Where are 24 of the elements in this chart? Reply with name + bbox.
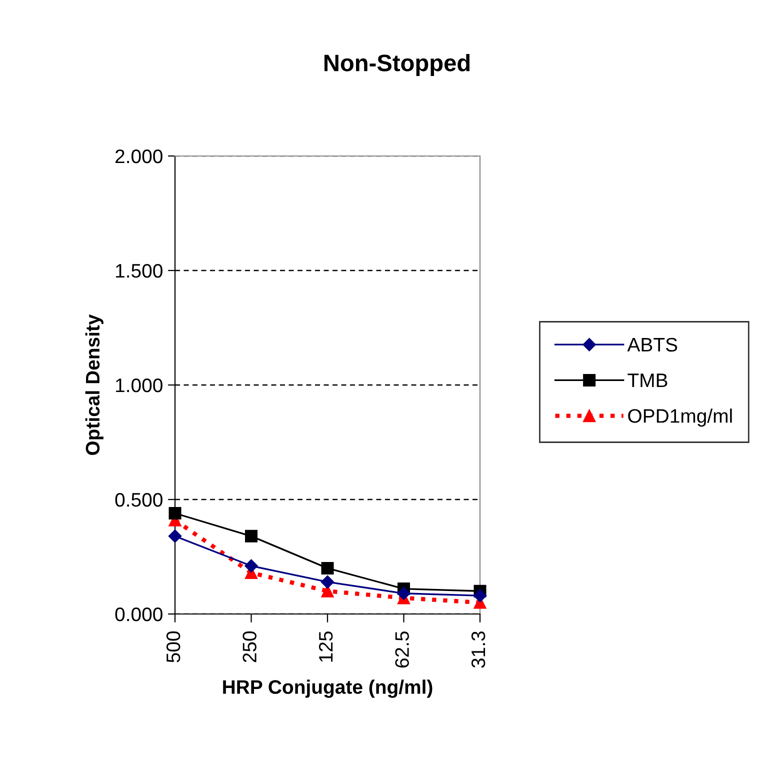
x-tick-label: 125: [318, 631, 333, 662]
x-tick-label: 500: [166, 631, 180, 662]
point: [168, 506, 182, 520]
point: [321, 562, 334, 574]
y-tick-label: 2.000: [116, 149, 162, 164]
point: [244, 559, 258, 572]
point: [397, 586, 410, 600]
point: [168, 530, 182, 543]
point: [473, 589, 487, 602]
x-tick-label: 62.5: [395, 631, 409, 668]
y-tick-label: 1.500: [116, 264, 162, 278]
y-tick-label: 0.000: [115, 607, 162, 622]
x-axis-title: HRP Conjugate (ng/ml): [223, 680, 432, 698]
chart-title: Non-Stopped: [324, 54, 470, 76]
y-axis-title: Optical Density: [85, 314, 104, 455]
legend-label: OPD1mg/ml: [628, 408, 732, 427]
legend-label: TMB: [628, 374, 668, 388]
x-tick-label: 31.3: [471, 632, 486, 668]
x-tick-label: 250: [242, 631, 256, 662]
y-tick-label: 1.000: [116, 378, 162, 392]
legend-label: ABTS: [627, 338, 678, 352]
point: [320, 575, 334, 589]
point: [245, 530, 258, 542]
y-tick-label: 0.500: [115, 492, 162, 507]
